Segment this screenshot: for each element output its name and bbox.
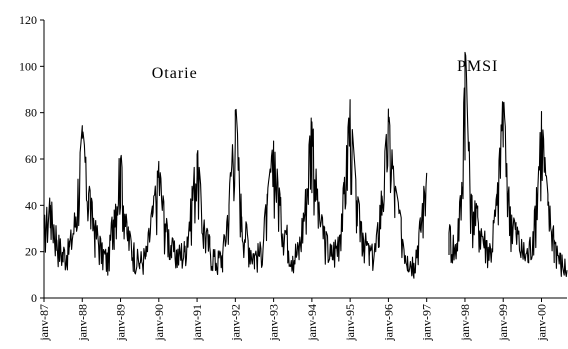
x-tick-label: janv-96	[381, 304, 395, 342]
x-tick-label: janv-93	[267, 304, 281, 342]
annotation-otarie: Otarie	[152, 65, 198, 82]
annotation-pmsi: PMSI	[457, 58, 498, 75]
y-tick-label: 120	[19, 13, 37, 27]
x-tick-label: janv-94	[305, 304, 319, 342]
x-tick-label: janv-89	[114, 304, 128, 342]
y-tick-label: 20	[25, 245, 37, 259]
y-tick-label: 0	[31, 291, 37, 305]
y-tick-label: 60	[25, 152, 37, 166]
y-tick-label: 40	[25, 198, 37, 212]
x-tick-label: janv-90	[152, 304, 166, 342]
y-tick-label: 100	[19, 59, 37, 73]
x-tick-label: janv-87	[37, 304, 51, 342]
y-tick-label: 80	[25, 106, 37, 120]
annotations: Otarie PMSI	[152, 58, 498, 82]
series-layer	[43, 51, 568, 279]
y-axis: 0 20 40 60 80 100 120	[19, 13, 45, 305]
x-tick-label: janv-98	[458, 304, 472, 342]
x-tick-label: janv-97	[420, 304, 434, 342]
x-axis: janv-87 janv-88 janv-89 janv-90 janv-91 janv-…	[37, 297, 567, 342]
x-tick-label: janv-95	[343, 304, 357, 342]
series-line-pmsi	[448, 51, 568, 278]
series-line-otarie	[43, 99, 428, 279]
x-tick-label: janv-88	[75, 304, 89, 342]
x-tick-label: janv-91	[190, 304, 204, 342]
x-tick-label: janv-99	[496, 304, 510, 342]
x-tick-label: janv-92	[228, 304, 242, 342]
x-tick-label: janv-00	[534, 304, 548, 342]
